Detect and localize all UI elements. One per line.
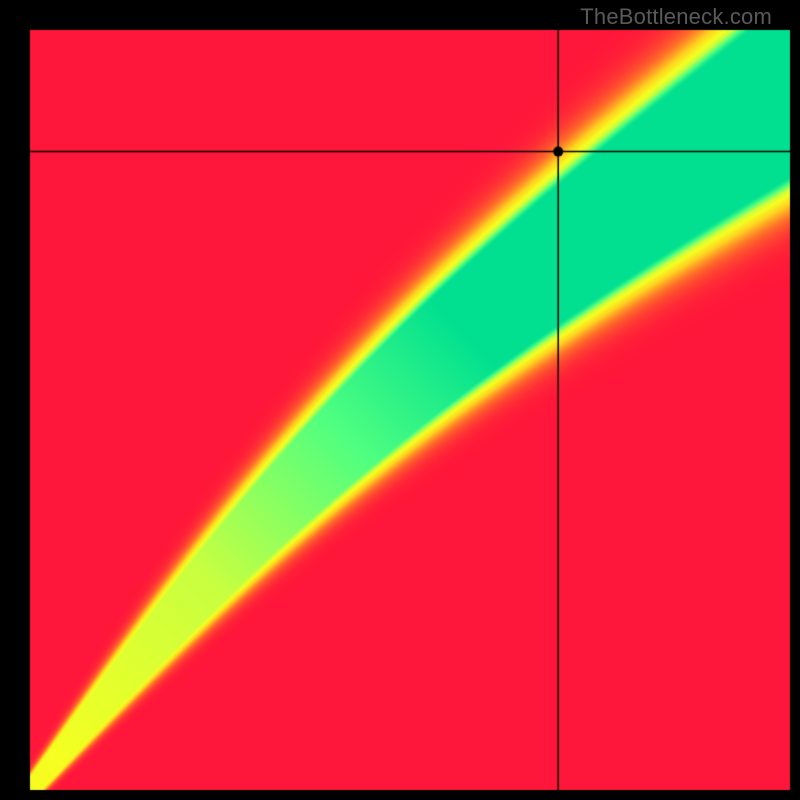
chart-container: { "watermark": { "text": "TheBottleneck.… xyxy=(0,0,800,800)
watermark-text: TheBottleneck.com xyxy=(580,4,772,30)
bottleneck-heatmap xyxy=(0,0,800,800)
